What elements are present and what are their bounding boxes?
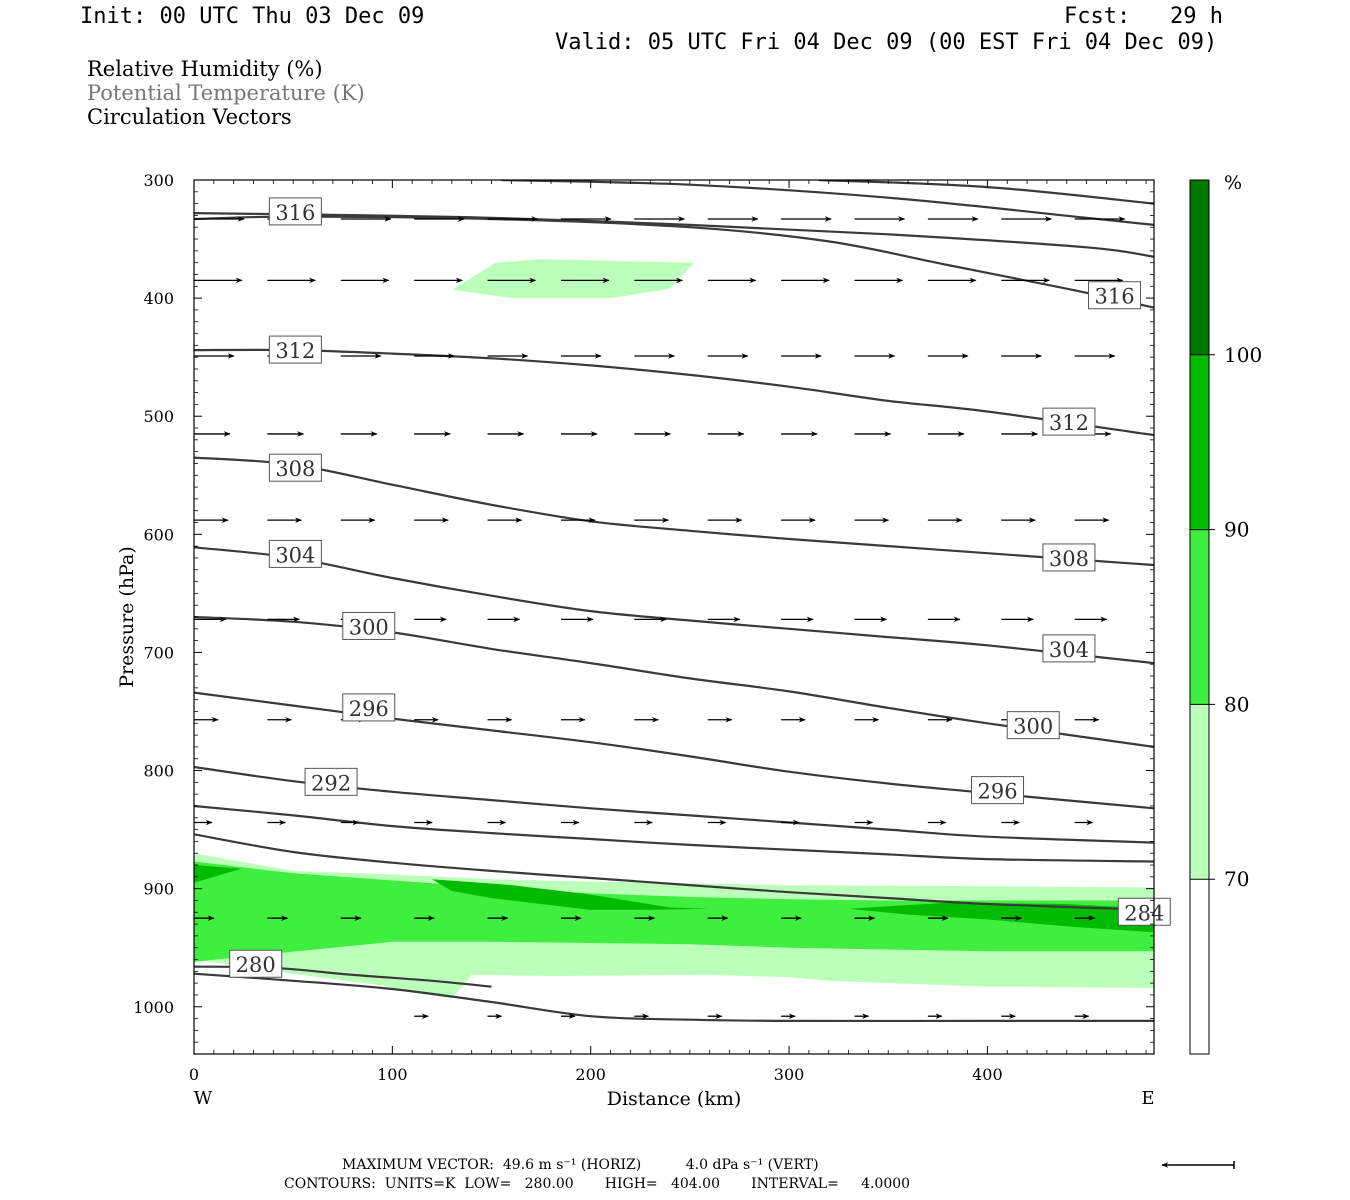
colorbar-segment	[1190, 529, 1209, 705]
colorbar-label: 90	[1224, 518, 1249, 542]
theta-contour-line	[501, 180, 1154, 226]
rh-region-90	[194, 865, 242, 883]
y-tick-label: 300	[143, 171, 174, 190]
x-tick-label: 400	[972, 1065, 1003, 1084]
colorbar-segment	[1190, 879, 1209, 1054]
contour-label-box	[268, 197, 322, 226]
contour-label: 296	[977, 780, 1017, 804]
contour-label-box	[971, 776, 1025, 805]
theta-contour-line	[194, 456, 1154, 567]
relative-humidity-shading	[194, 259, 1154, 999]
x-tick-label: 200	[575, 1065, 606, 1084]
contour-label-box	[268, 539, 322, 568]
y-tick-label: 1000	[133, 998, 174, 1017]
colorbar-unit: %	[1224, 172, 1242, 194]
contour-label: 308	[1049, 547, 1089, 571]
contour-label: 280	[236, 953, 276, 977]
contour-label-box	[268, 453, 322, 482]
contour-label-box	[1117, 897, 1171, 926]
max-vector-info: MAXIMUM VECTOR: 49.6 m s⁻¹ (HORIZ) 4.0 d…	[342, 1157, 819, 1173]
rh-region-90	[848, 902, 1154, 933]
axes: 300 400 500 600 700 800 900 1000 0 100 200 300 400	[133, 171, 1154, 1084]
legend-circulation-vectors: Circulation Vectors	[87, 105, 292, 129]
colorbar-segment	[1190, 354, 1209, 530]
colorbar-label: 100	[1224, 343, 1262, 367]
colorbar-segment	[1190, 180, 1209, 355]
contour-label-box	[1006, 711, 1060, 740]
x-tick-label: 300	[774, 1065, 805, 1084]
y-tick-label: 800	[143, 762, 174, 781]
theta-contour-line	[194, 215, 1154, 309]
colorbar-label: 70	[1224, 867, 1249, 891]
theta-contour-line	[194, 804, 1154, 863]
contour-info: CONTOURS: UNITS=K LOW= 280.00 HIGH= 404.…	[284, 1176, 911, 1192]
x-axis-label: Distance (km)	[607, 1088, 742, 1110]
init-time: Init: 00 UTC Thu 03 Dec 09	[80, 4, 425, 29]
contour-label: 308	[275, 457, 315, 481]
y-tick-label: 700	[143, 643, 174, 662]
rh-region-70	[451, 259, 694, 299]
contour-label-box	[342, 693, 396, 722]
x-end-label-east: E	[1141, 1088, 1154, 1109]
contour-label: 300	[349, 615, 389, 639]
contour-label-box	[1042, 634, 1096, 663]
valid-time: Valid: 05 UTC Fri 04 Dec 09 (00 EST Fri …	[555, 30, 1218, 55]
colorbar-label: 80	[1224, 692, 1249, 716]
x-end-label-west: W	[194, 1088, 213, 1109]
theta-contour-line	[194, 833, 1154, 911]
colorbar-segment	[1190, 704, 1209, 880]
contour-label-box	[1042, 407, 1096, 436]
contour-label: 304	[1049, 638, 1089, 662]
contour-label: 300	[1013, 715, 1053, 739]
x-tick-label: 100	[377, 1065, 408, 1084]
legend-relative-humidity: Relative Humidity (%)	[87, 57, 323, 81]
x-tick-label: 0	[189, 1065, 199, 1084]
y-tick-label: 900	[143, 880, 174, 899]
contour-label: 312	[1049, 411, 1089, 435]
theta-contour-line	[818, 180, 1154, 205]
contour-label: 316	[1094, 285, 1134, 309]
contour-label-box	[1088, 281, 1142, 310]
legend-potential-temperature: Potential Temperature (K)	[87, 81, 365, 105]
contour-label-box	[304, 767, 358, 796]
y-tick-label: 600	[143, 525, 174, 544]
contour-label: 292	[311, 771, 351, 795]
y-tick-label: 500	[143, 407, 174, 426]
contour-label: 296	[349, 697, 389, 721]
reference-vector-arrow	[1161, 1161, 1235, 1169]
contour-label-box	[342, 611, 396, 640]
contour-label-box	[268, 335, 322, 364]
colorbar-frame	[1189, 179, 1210, 1055]
contour-label-box	[1042, 543, 1096, 572]
theta-contour-line	[194, 348, 1154, 437]
contour-label: 304	[275, 543, 315, 567]
contour-label: 316	[275, 201, 315, 225]
circulation-vectors	[194, 216, 1126, 1020]
contour-label-box	[229, 949, 283, 978]
y-tick-label: 400	[143, 289, 174, 308]
colorbar: 70 80 90 100	[1189, 179, 1262, 1055]
contour-label: 284	[1124, 901, 1164, 925]
y-axis-label: Pressure (hPa)	[116, 546, 138, 688]
forecast-hour: Fcst: 29 h	[1064, 4, 1223, 29]
theta-contour-line	[194, 212, 1154, 258]
rh-region-90	[432, 879, 710, 910]
theta-contour-line	[194, 546, 1154, 665]
theta-contour-line	[194, 972, 1154, 1023]
contour-labels: 316 316 312 312 308 308 304 304 300 300 296 296 292 2…	[229, 197, 1171, 978]
rh-region-80	[194, 861, 1154, 962]
contour-label: 312	[275, 339, 315, 363]
